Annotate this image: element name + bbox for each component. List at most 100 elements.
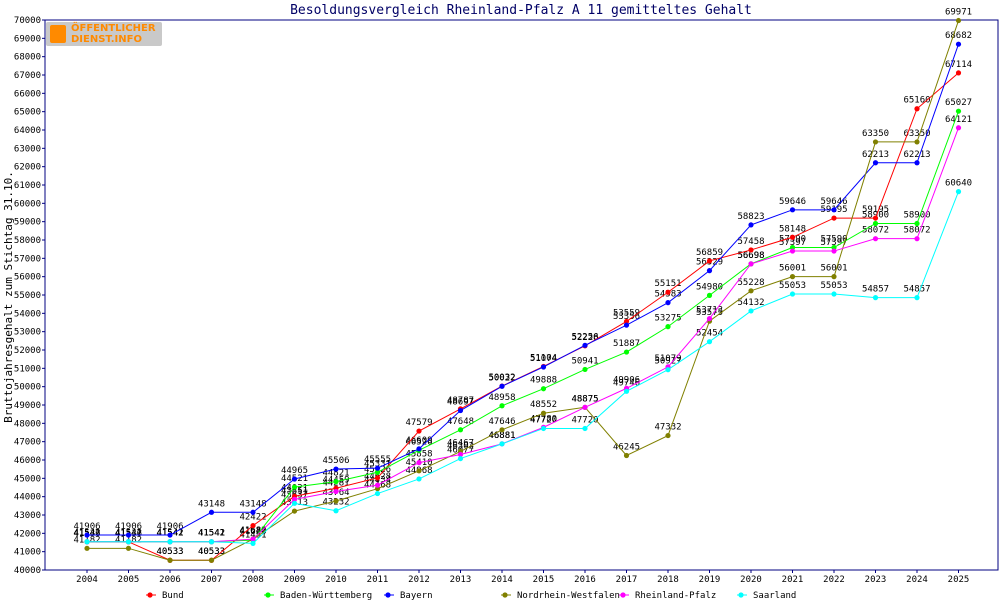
- data-label: 41682: [239, 526, 266, 536]
- data-label: 52256: [571, 332, 598, 342]
- data-point: [250, 509, 256, 515]
- data-label: 58900: [903, 211, 930, 221]
- y-tick-label: 48000: [14, 419, 41, 429]
- data-label: 40533: [156, 547, 183, 557]
- data-label: 54132: [737, 298, 764, 308]
- data-point: [582, 404, 588, 410]
- data-point: [250, 522, 256, 529]
- data-point: [955, 17, 962, 24]
- data-label: 52454: [696, 329, 723, 339]
- data-point: [499, 441, 505, 447]
- data-point: [831, 215, 837, 221]
- data-point: [499, 383, 505, 389]
- x-axis: 2004 2005 2006 2007 2008 2009 2010 2011 2012 2013…: [76, 570, 969, 585]
- data-point: [955, 189, 962, 195]
- data-point: [748, 308, 754, 314]
- data-point: [789, 207, 796, 213]
- data-label: 55151: [654, 279, 681, 289]
- data-point: [84, 545, 90, 551]
- data-label: 53575: [696, 308, 723, 318]
- chart-title: Besoldungsvergleich Rheinland-Pfalz A 11…: [290, 3, 752, 18]
- data-label: 55053: [779, 281, 806, 291]
- data-label: 49888: [530, 376, 557, 386]
- data-label: 41906: [156, 522, 183, 532]
- legend-item: Bayern: [384, 591, 433, 600]
- data-point: [416, 460, 422, 466]
- legend-label: Bayern: [400, 591, 433, 600]
- data-label: 58072: [903, 226, 930, 236]
- data-point: [291, 508, 298, 514]
- data-point: [291, 476, 298, 482]
- data-point: [665, 300, 671, 306]
- series-line: [87, 43, 959, 536]
- data-label: 47720: [530, 415, 557, 425]
- data-label: 47646: [488, 417, 515, 427]
- data-label: 68682: [945, 31, 972, 41]
- y-tick-label: 65000: [14, 108, 41, 118]
- data-label: 48875: [571, 394, 598, 404]
- y-tick-label: 57000: [14, 254, 41, 264]
- data-point: [665, 324, 671, 330]
- y-tick-label: 54000: [14, 309, 41, 319]
- data-label: 43851: [281, 486, 308, 496]
- legend-swatch-marker: [738, 592, 744, 598]
- data-label: 48875: [571, 394, 598, 404]
- x-tick-label: 2013: [450, 575, 472, 585]
- data-label: 55053: [820, 281, 847, 291]
- data-label: 43148: [239, 499, 266, 509]
- y-tick-label: 63000: [14, 144, 41, 154]
- y-tick-label: 44000: [14, 493, 41, 503]
- data-label: 53275: [654, 314, 681, 324]
- data-label: 49746: [613, 378, 640, 388]
- data-point: [333, 498, 339, 504]
- data-label: 53713: [696, 306, 723, 316]
- data-point: [582, 425, 588, 432]
- data-point: [872, 220, 879, 227]
- x-tick-label: 2022: [823, 575, 845, 585]
- legend-label: Saarland: [753, 591, 796, 600]
- data-point: [333, 488, 339, 495]
- data-label: 46526: [405, 437, 432, 447]
- logo-line-1: ÖFFENTLICHER: [71, 23, 156, 34]
- data-point: [872, 215, 879, 221]
- y-tick-label: 64000: [14, 126, 41, 136]
- legend-item: Bund: [146, 591, 184, 600]
- data-label: 63350: [903, 129, 930, 139]
- data-point: [706, 292, 713, 298]
- x-tick-label: 2008: [242, 575, 264, 585]
- data-point: [125, 539, 132, 545]
- data-label: 56698: [737, 251, 764, 261]
- legend-label: Bund: [162, 591, 184, 600]
- data-label: 55228: [737, 278, 764, 288]
- data-label: 59195: [862, 205, 889, 215]
- data-label: 47648: [447, 417, 474, 427]
- data-label: 45555: [364, 455, 391, 465]
- plot-area: [44, 19, 999, 571]
- data-label: 62213: [903, 150, 930, 160]
- data-label: 50927: [654, 357, 681, 367]
- y-tick-label: 50000: [14, 383, 41, 393]
- data-point: [789, 291, 796, 297]
- data-point: [374, 469, 381, 475]
- data-label: 58072: [862, 226, 889, 236]
- data-label: 56698: [737, 251, 764, 261]
- data-label: 45331: [364, 459, 391, 469]
- data-point: [789, 234, 796, 240]
- data-label: 57397: [779, 238, 806, 248]
- x-tick-label: 2009: [284, 575, 306, 585]
- data-point: [706, 339, 713, 345]
- data-point: [499, 427, 505, 433]
- y-tick-label: 61000: [14, 181, 41, 191]
- data-point: [333, 479, 339, 485]
- data-point: [665, 432, 671, 439]
- data-point: [374, 482, 381, 488]
- y-tick-label: 56000: [14, 273, 41, 283]
- data-label: 44434: [364, 476, 391, 486]
- series-line: [87, 191, 959, 544]
- data-point: [665, 367, 671, 373]
- y-tick-label: 59000: [14, 218, 41, 228]
- y-tick-label: 41000: [14, 548, 41, 558]
- data-label: 62213: [862, 150, 889, 160]
- data-label: 41630: [239, 527, 266, 537]
